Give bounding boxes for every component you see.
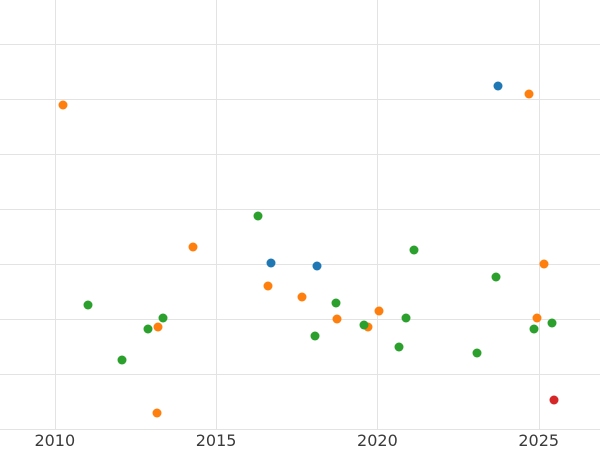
x-tick-label: 2020 [357,431,398,450]
scatter-point-orange [297,292,307,302]
scatter-point-red [549,395,559,405]
horizontal-gridline [0,99,600,100]
scatter-point-green [83,300,93,310]
scatter-point-orange [532,313,542,323]
scatter-point-orange [263,281,273,291]
scatter-point-orange [374,306,384,316]
horizontal-gridline [0,154,600,155]
scatter-point-orange [539,259,549,269]
scatter-point-green [491,272,500,282]
scatter-point-blue [312,261,322,271]
scatter-point-orange [188,242,198,252]
x-tick-label: 2010 [34,431,76,450]
scatter-point-orange [153,322,163,332]
scatter-point-blue [266,258,276,268]
vertical-gridline [54,0,56,429]
scatter-point-green [472,348,482,358]
scatter-point-orange [524,89,534,98]
scatter-point-green [547,318,557,328]
horizontal-gridline [0,429,600,430]
scatter-point-green [529,324,539,334]
scatter-point-orange [152,408,162,418]
x-axis: 2010 2015 2020 2025 [0,429,600,450]
vertical-gridline [538,0,540,429]
scatter-point-green [253,211,263,221]
scatter-point-orange [363,322,373,332]
scatter-point-orange [58,100,68,110]
scatter-point-green [409,245,418,255]
scatter-point-green [359,320,368,330]
scatter-point-green [117,355,127,365]
x-tick-label: 2025 [518,431,560,450]
scatter-point-green [143,324,153,334]
scatter-point-orange [332,314,341,324]
scatter-point-green [310,331,320,341]
vertical-gridline [216,0,218,429]
horizontal-gridline [0,264,600,265]
scatter-point-blue [493,81,503,91]
plot-area [0,0,600,430]
scatter-point-green [401,313,410,323]
x-tick-label: 2015 [195,431,237,450]
scatter-point-green [158,313,168,323]
horizontal-gridline [0,319,600,320]
scatter-point-green [331,298,340,308]
horizontal-gridline [0,209,600,210]
vertical-gridline [377,0,379,429]
horizontal-gridline [0,374,600,375]
scatter-point-green [394,342,404,352]
horizontal-gridline [0,44,600,45]
